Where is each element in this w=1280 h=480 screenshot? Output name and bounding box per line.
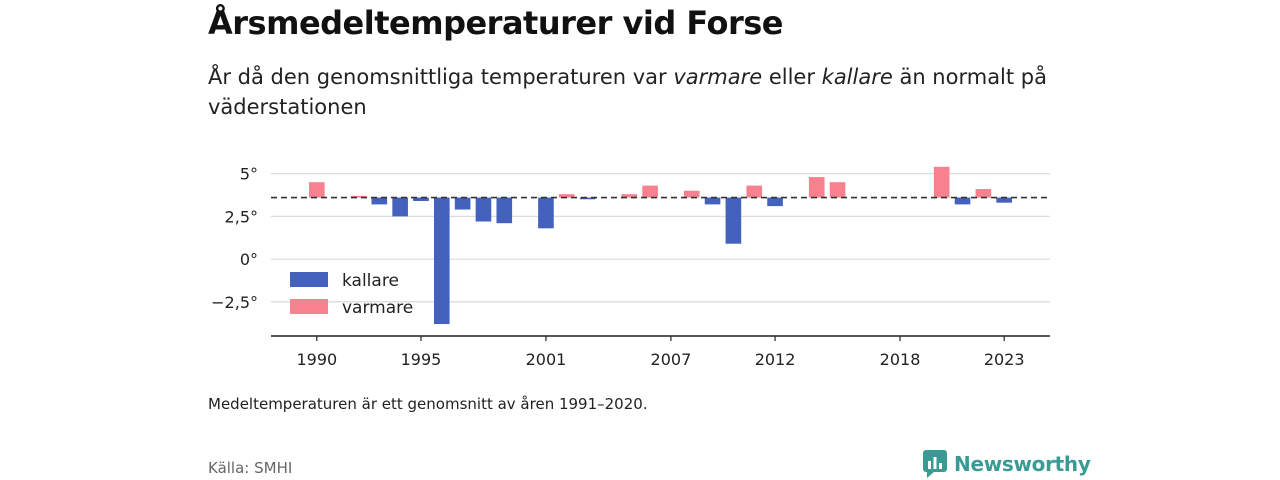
legend-label-kallare: kallare [342, 271, 399, 291]
bar-kallare [454, 197, 471, 210]
bar-kallare [433, 197, 450, 325]
bar-varmare [309, 182, 325, 198]
subtitle-text-2: eller [762, 65, 822, 89]
bars [309, 166, 1012, 325]
bar-kallare [996, 197, 1012, 203]
bar-kallare [392, 197, 408, 217]
bar-varmare [350, 195, 367, 198]
subtitle-emphasis-colder: kallare [821, 65, 893, 89]
x-tick-label: 1990 [296, 350, 337, 369]
bar-kallare [496, 197, 513, 224]
y-tick-label: 0° [240, 250, 258, 269]
bar-kallare [767, 197, 783, 207]
brand-name: Newsworthy [954, 452, 1091, 476]
newsworthy-icon [923, 450, 947, 478]
newsworthy-logo[interactable]: Newsworthy [922, 449, 1091, 479]
x-tick-label: 2001 [526, 350, 567, 369]
bar-kallare [579, 197, 596, 200]
bar-varmare [642, 185, 658, 198]
x-axis: 1990 1995 2001 2007 2012 2018 2023 [271, 335, 1050, 369]
bar-kallare [538, 197, 554, 229]
chart-title: Årsmedeltemperaturer vid Forse [208, 4, 783, 42]
bar-kallare [704, 197, 721, 205]
bar-varmare [746, 185, 763, 198]
bar-kallare [413, 197, 429, 201]
bar-kallare [371, 197, 388, 205]
temperature-bar-chart: 5° 2,5° 0° −2,5° 1990 1995 2001 2007 2012 2018 20… [211, 165, 1050, 369]
bar-kallare [475, 197, 492, 222]
subtitle-emphasis-warmer: varmare [673, 65, 763, 89]
legend: kallare varmare [290, 271, 413, 318]
bar-kallare [954, 197, 971, 205]
y-tick-label: −2,5° [211, 293, 258, 312]
gridlines [271, 172, 1050, 303]
bar-varmare [829, 182, 846, 198]
bar-varmare [621, 194, 638, 198]
bar-varmare [933, 166, 950, 198]
y-axis-ticks: 5° 2,5° 0° −2,5° [211, 165, 258, 312]
legend-swatch-kallare [290, 272, 328, 287]
x-tick-label: 2018 [880, 350, 921, 369]
subtitle-text-3: än normalt på väderstationen [208, 65, 1047, 119]
chart-subtitle: År då den genomsnittliga temperaturen va… [208, 62, 1068, 122]
x-tick-label: 1995 [401, 350, 442, 369]
y-tick-label: 5° [240, 165, 258, 184]
bar-varmare [683, 190, 700, 198]
subtitle-text-1: År då den genomsnittliga temperaturen va… [208, 65, 674, 89]
bar-varmare [558, 194, 575, 198]
x-tick-label: 2012 [755, 350, 796, 369]
legend-label-varmare: varmare [342, 298, 413, 318]
bar-varmare [808, 177, 825, 198]
x-tick-label: 2007 [651, 350, 692, 369]
legend-swatch-varmare [290, 299, 328, 314]
bar-varmare [975, 189, 992, 198]
footnote: Medeltemperaturen är ett genomsnitt av å… [208, 395, 648, 413]
x-tick-label: 2023 [984, 350, 1025, 369]
chart-card: Årsmedeltemperaturer vid Forse År då den… [208, 0, 1091, 480]
bar-kallare [725, 197, 742, 244]
y-tick-label: 2,5° [225, 207, 258, 226]
source-text: Källa: SMHI [208, 459, 293, 477]
